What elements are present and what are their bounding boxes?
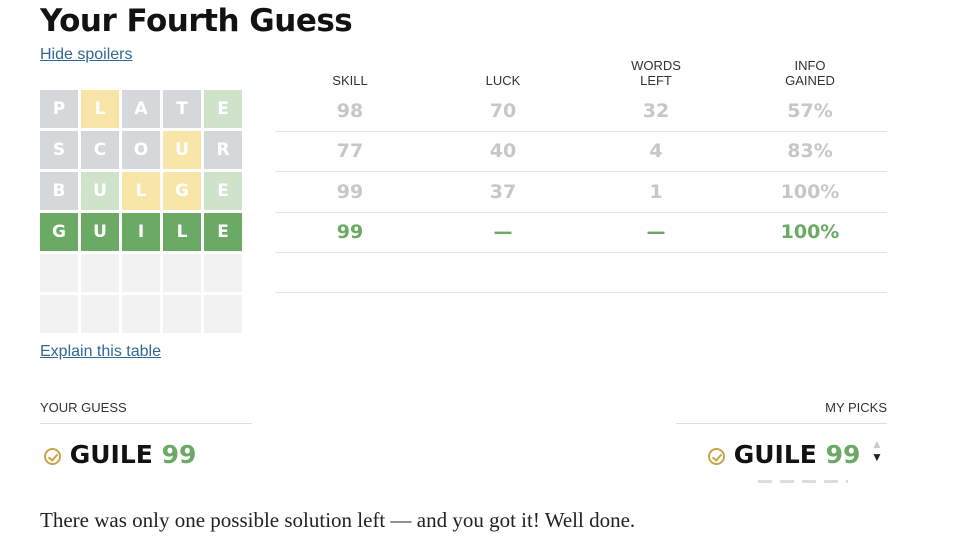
table-cell: 4 [649,140,663,163]
letter-tile: L [163,213,201,251]
table-row: 99 — — 100% [275,212,887,253]
table-row: 77 40 4 83% [275,131,887,173]
letter-tile: B [40,172,78,210]
your-guess-score: 99 [161,440,197,469]
my-pick-score: 99 [825,440,861,469]
letter-tile: E [204,213,242,251]
divider [676,423,887,424]
next-pick-clipped [758,480,848,483]
letter-tile: C [81,131,119,169]
table-cell: — [646,220,666,243]
column-header: SKILL [332,73,368,88]
table-cell: 77 [336,140,364,163]
letter-tile: G [40,213,78,251]
table-cell: 40 [489,140,517,163]
letter-tile: I [122,213,160,251]
letter-tile: G [163,172,201,210]
letter-tile: S [40,131,78,169]
my-picks-label: MY PICKS [825,400,887,415]
hide-spoilers-link[interactable]: Hide spoilers [40,46,133,63]
column-header: LUCK [485,73,521,88]
table-row: 99 37 1 100% [275,172,887,213]
letter-tile: P [40,90,78,128]
page-title: Your Fourth Guess [40,3,353,39]
letter-tile: R [204,131,242,169]
table-cell: 83% [787,140,833,163]
letter-tile: A [122,90,160,128]
table-cell: 99 [336,180,364,203]
letter-tile: U [81,172,119,210]
check-circle-icon [44,447,61,465]
table-cell: 98 [336,100,364,122]
table-cell: 100% [780,220,840,243]
arrow-up-icon[interactable]: ▲ [871,437,883,451]
letter-tile [204,295,242,333]
letter-tile: T [163,90,201,128]
your-guess: GUILE 99 [44,440,196,469]
letter-tile [40,295,78,333]
table-row: 98 70 32 57% [275,91,887,132]
table-cell: 57% [787,100,833,122]
my-pick: GUILE 99 [708,440,860,469]
letter-tile [81,254,119,292]
table-cell: — [493,220,513,243]
letter-tile [40,254,78,292]
column-header: WORDS LEFT [631,58,681,88]
table-cell: 37 [489,180,517,203]
explain-table-link[interactable]: Explain this table [40,343,161,360]
picks-scroller[interactable]: ▲ ▼ [871,438,883,464]
table-row [275,252,887,294]
result-message: There was only one possible solution lef… [40,508,636,532]
table-cell: 1 [649,180,663,203]
table-cell: 100% [780,180,840,203]
letter-tile: U [163,131,201,169]
your-guess-label: YOUR GUESS [40,400,127,415]
my-pick-word: GUILE [733,440,817,469]
table-cell: 99 [336,220,364,243]
letter-tile [81,295,119,333]
divider [40,423,252,424]
letter-tile [122,295,160,333]
table-cell: 70 [489,100,517,122]
letter-tile [163,254,201,292]
letter-tile: L [122,172,160,210]
check-circle-icon [708,447,725,465]
letter-tile [163,295,201,333]
letter-tile [204,254,242,292]
letter-tile: L [81,90,119,128]
letter-tile: O [122,131,160,169]
letter-tile: E [204,90,242,128]
arrow-down-icon[interactable]: ▼ [871,450,883,464]
letter-tile [122,254,160,292]
your-guess-word: GUILE [69,440,153,469]
letter-tile: U [81,213,119,251]
column-header: INFO GAINED [785,58,835,88]
letter-tile: E [204,172,242,210]
table-cell: 32 [642,100,670,122]
